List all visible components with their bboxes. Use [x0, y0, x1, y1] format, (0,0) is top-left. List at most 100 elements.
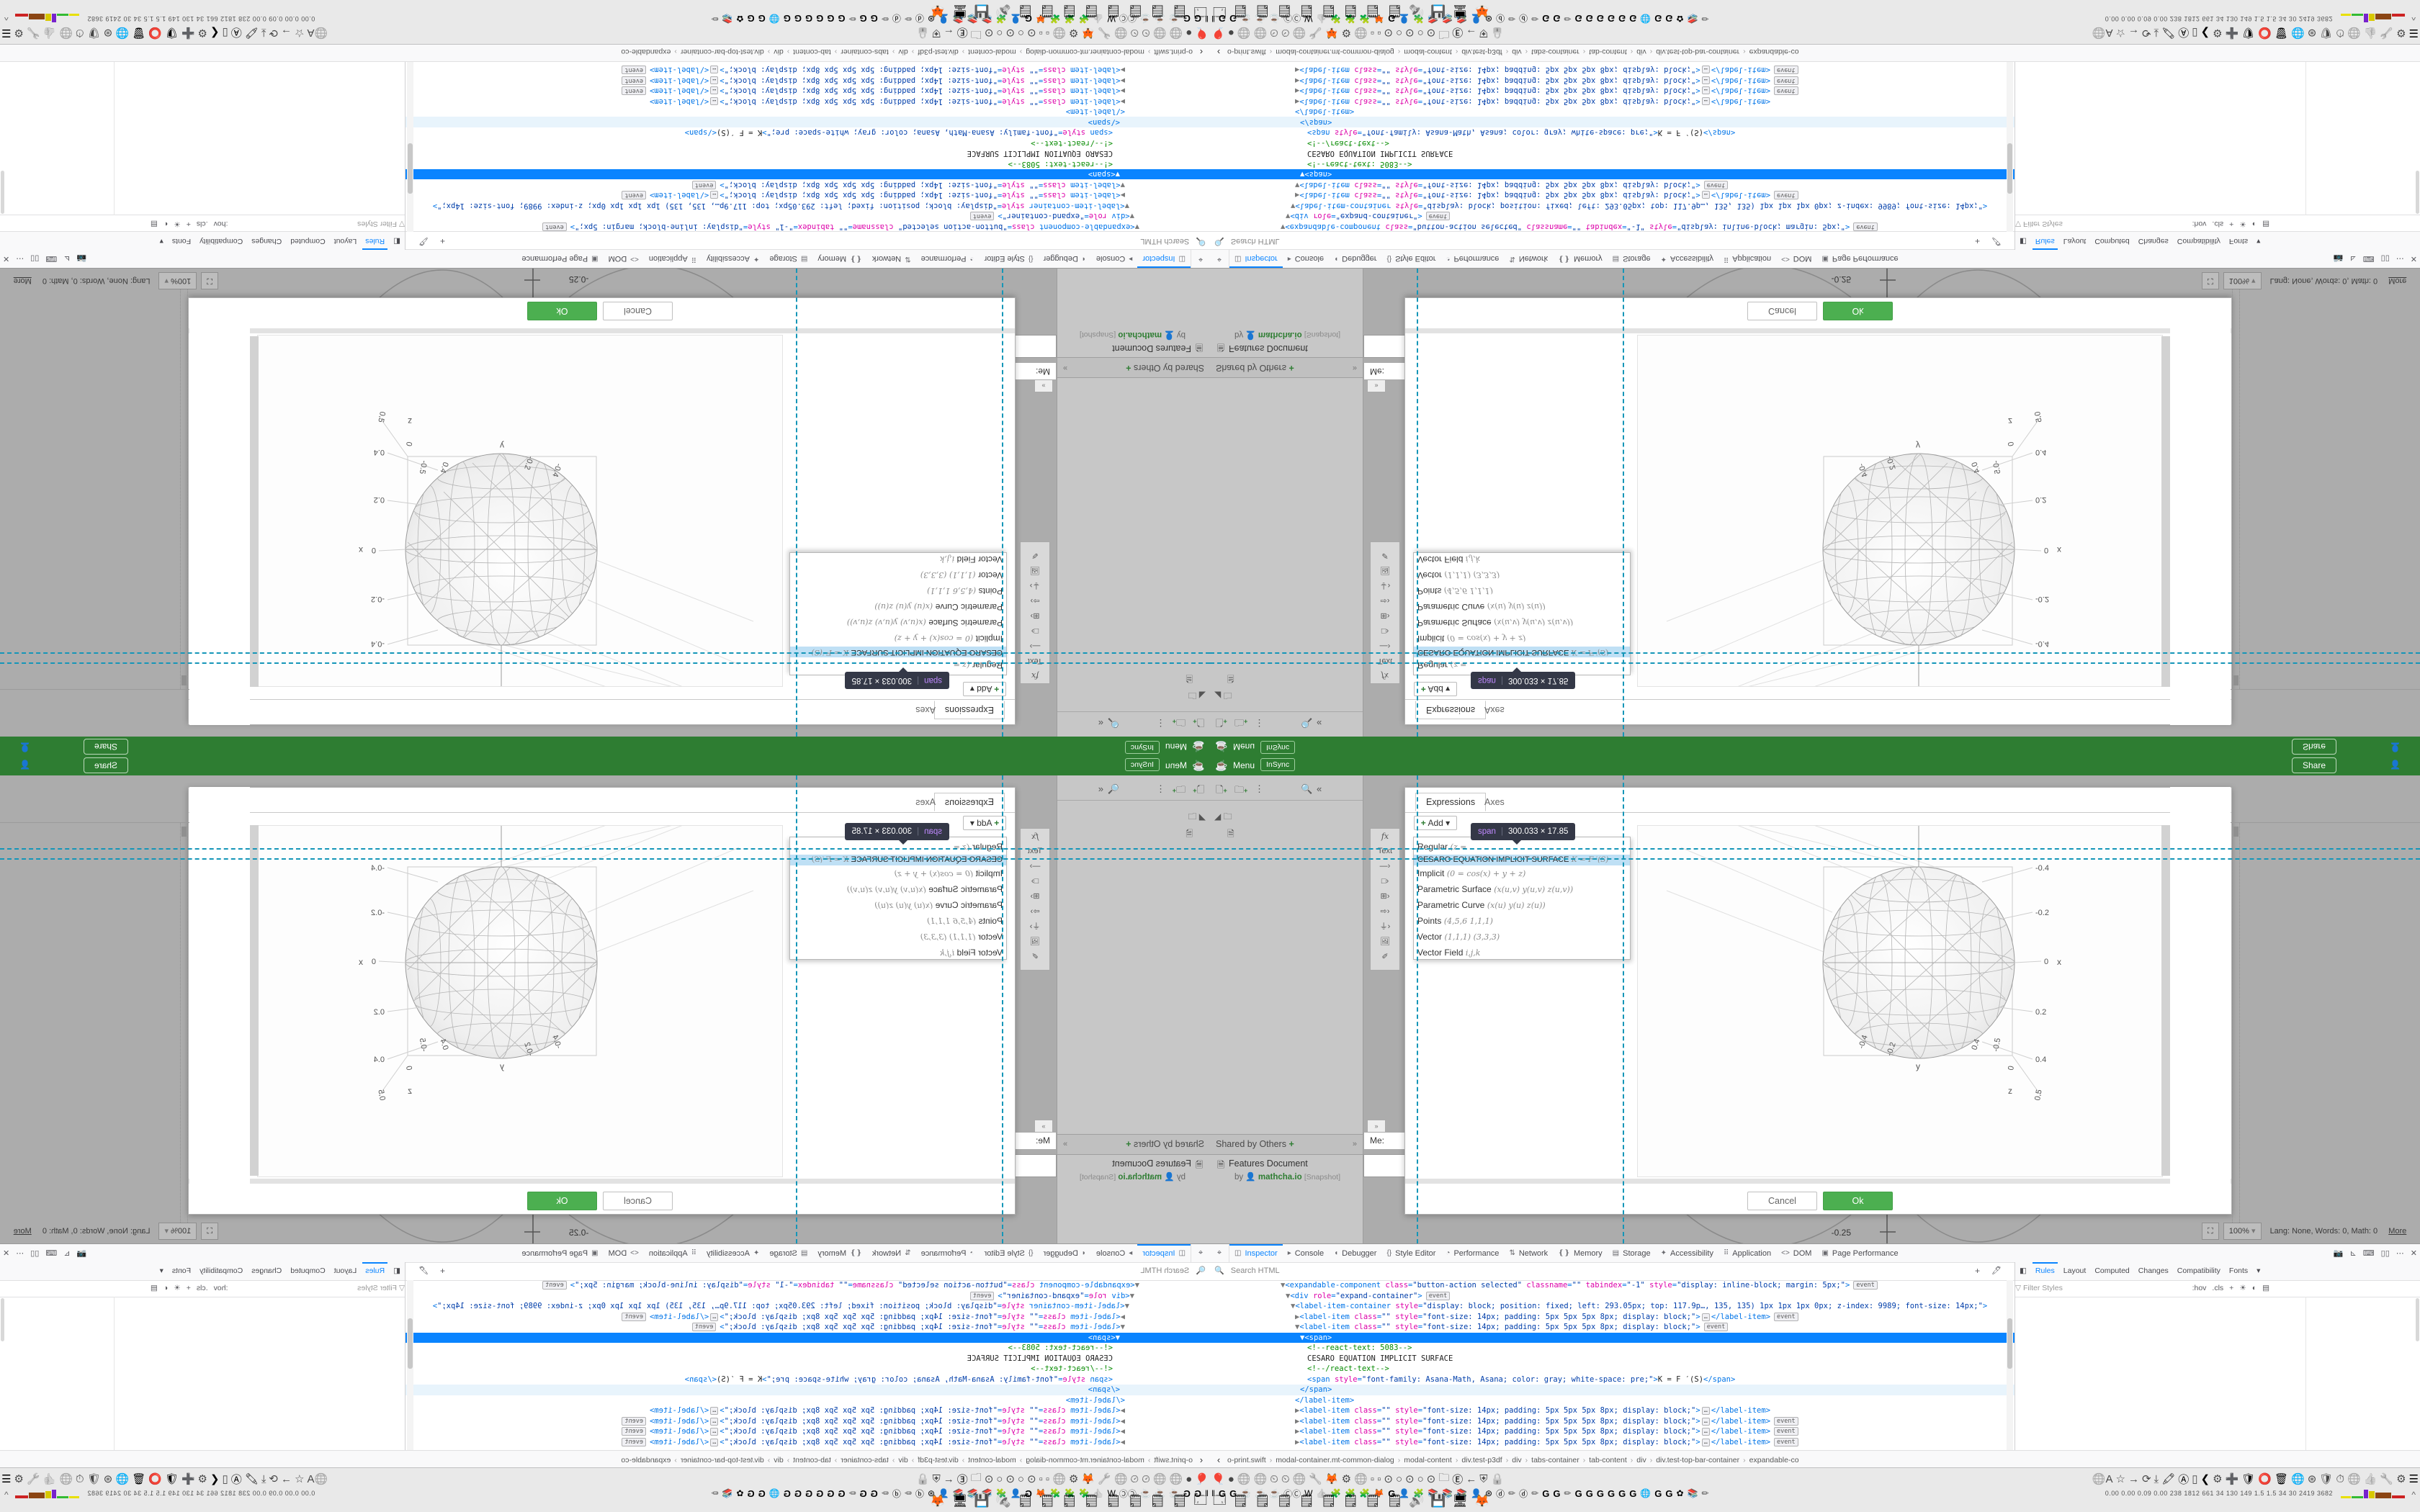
menu-item-points[interactable]: Points (4,5,6 1,1,1)	[927, 916, 1003, 926]
menu-item-cesaro-equation-implicit-surface[interactable]: CESARO EQUATION IMPLICIT SURFACE K = F ′…	[790, 647, 1006, 657]
tb1l-icon-21[interactable]: ⛨	[932, 1472, 941, 1485]
tb2-icon-6[interactable]: ⒸⒸ	[1283, 1488, 1301, 1499]
sidebar-tab-pane-toggle[interactable]: ◧	[2020, 237, 2027, 246]
markup-line-13[interactable]: ▶<label-item class="" style="font-size: …	[405, 86, 1210, 96]
insert-tool-5[interactable]: ⇨›	[1380, 907, 1390, 916]
menu-item-parametric-curve[interactable]: Parametric Curve (x(u) y(u) z(u))	[1417, 900, 1546, 910]
sidebar-tab-pane-toggle[interactable]: ◧	[393, 1266, 400, 1275]
tb1l-icon-22[interactable]: 🔒	[915, 27, 930, 39]
markup-line-10[interactable]: </span>	[405, 1385, 1210, 1395]
devtools-tab-page-performance[interactable]: ▣ Page Performance	[521, 254, 599, 264]
markup-line-3[interactable]: ▶<label-item class="" style="font-size: …	[1210, 1312, 2015, 1323]
tb2-icon-23[interactable]: ⓓ	[1519, 13, 1528, 24]
insert-tool-8[interactable]: ✐	[1031, 953, 1039, 961]
tb1l-icon-15[interactable]: ⊙	[1005, 1473, 1015, 1485]
markup-line-4[interactable]: ▼<label-item class="" style="font-size: …	[1210, 1322, 2015, 1333]
plot-canvas[interactable]: -0.4 -0.2 0 0.2 0.4 x -0.4 -0.2 0.4 y -0…	[1637, 804, 2163, 1177]
menu-item-vector-field[interactable]: Vector Field i,j,k	[1417, 554, 1481, 564]
markup-scrollbar[interactable]	[2007, 62, 2013, 232]
launcher-icon-0[interactable]: 🗔	[1213, 5, 1227, 19]
tree-expander-icon[interactable]: ◢ 🗀	[1214, 811, 1232, 822]
launcher-icon-9[interactable]: 🔊	[995, 1494, 1011, 1508]
tb1l-icon-13[interactable]: ⊙	[1027, 1473, 1036, 1485]
filter-icon-3[interactable]: ☀	[174, 1284, 181, 1292]
launcher-icon-7[interactable]: 🗒	[1365, 4, 1381, 18]
markup-line-2[interactable]: ▼<label-item-container style="display: b…	[432, 202, 1129, 210]
insert-tool-6[interactable]: ⏚›	[1029, 922, 1041, 931]
sidebar-tab-layout[interactable]: Layout	[333, 1266, 357, 1275]
tb2-icon-33[interactable]: G	[1629, 1488, 1637, 1499]
share-button[interactable]: Share	[2292, 739, 2337, 755]
tb1r-icon-14[interactable]: 🌐	[115, 1473, 129, 1485]
devtools-tab-application[interactable]: ⠿ Application	[1723, 254, 1772, 264]
launcher-icon-2[interactable]: 🗒	[1255, 1494, 1270, 1508]
tb2-icon-33[interactable]: G	[783, 1488, 791, 1499]
tb1l-icon-20[interactable]: ←	[1466, 1472, 1477, 1485]
tb1l-icon-6[interactable]: 🌐	[1292, 1473, 1307, 1485]
breadcrumb-item-0[interactable]: o-print.swift	[1154, 48, 1193, 57]
tab-expressions[interactable]: Expressions	[1415, 793, 1487, 811]
launcher-icon-11[interactable]: 🖥	[951, 1494, 968, 1508]
eyedropper-icon[interactable]: 🖊	[418, 237, 429, 246]
devtools-tab-memory[interactable]: ❴❵ Memory	[817, 254, 862, 264]
markup-line-11[interactable]: </label-item>	[1295, 107, 1355, 117]
tb2-icon-0[interactable]: ‖	[1211, 1488, 1215, 1498]
tb1l-icon-16[interactable]: ○	[1417, 27, 1424, 40]
tree-document-icon[interactable]: 🗎	[1227, 829, 1234, 839]
devtools-tab-inspector[interactable]: ◫ Inspector	[1229, 1244, 1283, 1262]
devtools-toolbar-icon-1[interactable]: ⊾	[2349, 254, 2357, 263]
tb2-icon-24[interactable]: ✏	[881, 14, 889, 24]
menu-item-implicit[interactable]: Implicit (0 = cos(x) + y + z)	[1417, 868, 1526, 878]
sidebar-tab-compatibility[interactable]: Compatibility	[200, 237, 243, 246]
shared-add-icon[interactable]: +	[1289, 363, 1294, 373]
tb1r-icon-9[interactable]: ⚙	[197, 27, 207, 39]
tb1l-icon-20[interactable]: ←	[943, 27, 954, 40]
tb1l-icon-6[interactable]: 🌐	[1113, 27, 1128, 39]
tb2-icon-37[interactable]: ✿	[736, 14, 744, 24]
tb1r-icon-3[interactable]: ⟳	[269, 1473, 279, 1485]
breadcrumb-back-icon[interactable]: ‹	[1216, 1454, 1221, 1465]
markup-line-5[interactable]: ▼<span>	[405, 1332, 1210, 1343]
launcher-icon-3[interactable]: 🗒	[1127, 1494, 1144, 1508]
tb2-icon-20[interactable]: ⊛	[1485, 1488, 1493, 1498]
markup-line-14[interactable]: ▶<label-item class="" style="font-size: …	[405, 76, 1210, 86]
taskbar-chevron-icon[interactable]: ^	[4, 1490, 9, 1500]
eyedropper-icon[interactable]: 🖊	[1991, 1266, 2002, 1275]
breadcrumb-item-4[interactable]: div	[1512, 48, 1522, 57]
breadcrumb-item-8[interactable]: div.test-top-bar-container	[1656, 1455, 1740, 1464]
search-icon[interactable]: 🔍	[1301, 718, 1313, 729]
sidebar-tab-computed[interactable]: Computed	[290, 1266, 326, 1275]
menu-item-implicit[interactable]: Implicit (0 = cos(x) + y + z)	[1417, 634, 1526, 644]
taskbar-chevron-icon[interactable]: ^	[2411, 1490, 2416, 1500]
breadcrumb-item-9[interactable]: expandable-co	[1749, 1455, 1799, 1464]
devtools-tab-inspector[interactable]: ◫ Inspector	[1229, 250, 1283, 268]
filter-icon-1[interactable]: .cls	[196, 1284, 208, 1292]
insert-tool-2[interactable]: —›	[1379, 862, 1391, 870]
menu-item-parametric-surface[interactable]: Parametric Surface (x(u,v) y(u,v) z(u,v)…	[846, 884, 1003, 894]
add-button[interactable]: + Add ▾	[963, 682, 1006, 696]
tb1l-icon-2[interactable]: 🌐	[1237, 1473, 1251, 1485]
markup-line-15[interactable]: ▶<label-item class="" style="font-size: …	[1210, 1437, 2015, 1448]
menu-item-cesaro-equation-implicit-surface[interactable]: CESARO EQUATION IMPLICIT SURFACE K = F ′…	[1414, 647, 1630, 657]
tb1r-icon-21[interactable]: ⚙	[14, 27, 24, 39]
tb1r-icon-16[interactable]: 🛡	[86, 1473, 101, 1485]
add-node-icon[interactable]: +	[439, 1266, 445, 1276]
tb1l-icon-14[interactable]: ○	[1395, 1472, 1403, 1485]
sidebar-scrollbar[interactable]	[2416, 171, 2419, 214]
tb2-icon-33[interactable]: G	[783, 13, 791, 24]
insert-tool-4[interactable]: ⊞›	[1030, 892, 1040, 901]
launcher-icon-2[interactable]: 🗒	[1150, 4, 1165, 18]
cancel-button[interactable]: Cancel	[1747, 1192, 1817, 1210]
menu-item-vector-field[interactable]: Vector Field i,j,k	[939, 948, 1003, 958]
menu-item-cesaro-equation-implicit-surface[interactable]: CESARO EQUATION IMPLICIT SURFACE K = F ′…	[1414, 855, 1630, 865]
account-icon[interactable]: 👤	[2390, 760, 2401, 770]
tb2-icon-31[interactable]: G	[805, 13, 813, 24]
tb2-icon-25[interactable]: G	[870, 1488, 878, 1499]
new-document-icon[interactable]: 🗋+	[1216, 784, 1227, 795]
tb1l-icon-19[interactable]: Ⓔ	[956, 1473, 968, 1486]
tb2-icon-24[interactable]: ✏	[1531, 1488, 1539, 1498]
devtools-toolbar-icon-5[interactable]: ✕	[3, 254, 10, 263]
tb1l-icon-21[interactable]: ⛨	[1479, 1472, 1488, 1485]
new-folder-icon[interactable]: 🗀+	[1234, 717, 1248, 728]
markup-scrollbar[interactable]	[407, 62, 413, 232]
